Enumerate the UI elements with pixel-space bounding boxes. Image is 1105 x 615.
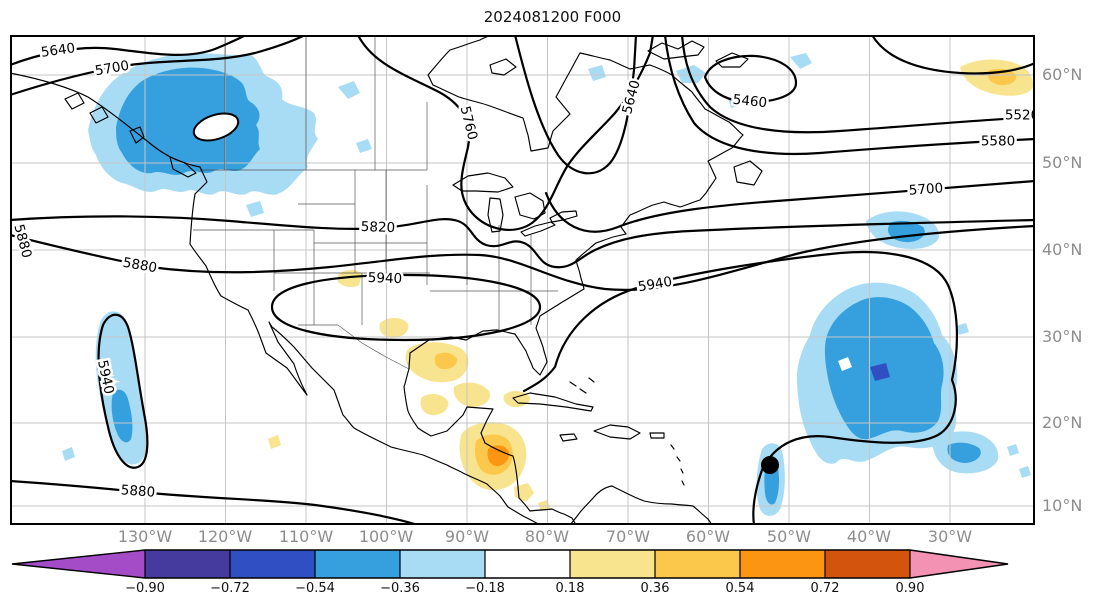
lat-tick-label: 40°N bbox=[1042, 240, 1083, 259]
great-lakes bbox=[452, 172, 578, 237]
colorbar-under-arrow bbox=[12, 550, 145, 578]
newfoundland-island bbox=[733, 160, 763, 186]
lat-tick-label: 20°N bbox=[1042, 413, 1083, 432]
page-title: 2024081200 F000 bbox=[483, 8, 622, 26]
colorbar-tick-label: 0.36 bbox=[640, 581, 670, 596]
colorbar-segment bbox=[400, 550, 485, 578]
south-america-coast bbox=[569, 485, 713, 525]
lon-tick-label: 40°W bbox=[846, 527, 892, 546]
contour-5640-northwest bbox=[10, 35, 248, 67]
colorbar bbox=[11, 549, 1009, 579]
colorbar-segment bbox=[230, 550, 315, 578]
coastlines bbox=[10, 35, 763, 525]
lon-tick-label: 130°W bbox=[117, 527, 173, 546]
shading-negative-light-group bbox=[62, 53, 1031, 516]
lon-tick-label: 100°W bbox=[358, 527, 414, 546]
contour-label: 5700 bbox=[908, 180, 943, 198]
orange-shading-core bbox=[487, 445, 509, 467]
colorbar-segment bbox=[485, 550, 570, 578]
contour-label: 5880 bbox=[120, 482, 155, 500]
caribbean-islands bbox=[512, 377, 685, 486]
colorbar-over-arrow bbox=[910, 550, 1008, 578]
shading-positive-group bbox=[268, 59, 1034, 512]
lon-tick-label: 60°W bbox=[685, 527, 731, 546]
contour-5880-north bbox=[10, 224, 1035, 291]
map-frame bbox=[10, 35, 1035, 525]
islands-northwest bbox=[64, 92, 197, 178]
contour-label: 5520 bbox=[1005, 108, 1035, 124]
colorbar-segment bbox=[825, 550, 910, 578]
contour-northeast-corner bbox=[870, 35, 1035, 75]
colorbar-tick-label: −0.54 bbox=[295, 581, 335, 596]
atlantic-coastline bbox=[403, 35, 744, 437]
colorbar-segment bbox=[315, 550, 400, 578]
colorbar-segment bbox=[145, 550, 230, 578]
lon-tick-label: 80°W bbox=[524, 527, 570, 546]
colorbar-tick-label: 0.54 bbox=[725, 581, 755, 596]
contour-5760-trough bbox=[356, 35, 655, 231]
colorbar-dividers bbox=[144, 550, 911, 578]
contour-5700-east bbox=[544, 179, 1035, 233]
lon-tick-label: 50°W bbox=[766, 527, 812, 546]
contour-5640-inner-v bbox=[513, 35, 638, 175]
lon-tick-label: 30°W bbox=[927, 527, 973, 546]
medium-blue-shading bbox=[111, 67, 981, 505]
contour-5460-closed-low bbox=[703, 54, 798, 104]
contour-label: 5820 bbox=[361, 219, 396, 236]
colorbar-segment bbox=[570, 550, 655, 578]
white-hole-atlantic bbox=[838, 357, 852, 371]
colorbar-outline bbox=[11, 549, 1009, 579]
contour-5580 bbox=[663, 35, 1035, 156]
contour-5880-south bbox=[10, 479, 420, 525]
contour-5520 bbox=[680, 35, 1035, 134]
lon-tick-label: 70°W bbox=[605, 527, 651, 546]
state-borders bbox=[193, 35, 558, 370]
colorbar-segment bbox=[655, 550, 740, 578]
lon-tick-label: 110°W bbox=[278, 527, 334, 546]
light-yellow-shading bbox=[268, 59, 1034, 512]
contour-label: 5580 bbox=[981, 134, 1015, 150]
contour-5940-atlantic bbox=[522, 250, 959, 525]
height-contours bbox=[10, 35, 1035, 525]
lon-tick-label: 120°W bbox=[197, 527, 253, 546]
black-dot-marker bbox=[761, 456, 779, 474]
lat-tick-label: 60°N bbox=[1042, 65, 1083, 84]
map-canvas: 5640 5700 5760 5640 5460 5520 5580 5700 … bbox=[10, 35, 1035, 525]
closed-contour-eye bbox=[192, 112, 240, 142]
lat-tick-label: 30°N bbox=[1042, 327, 1083, 346]
graticule-gridlines bbox=[10, 35, 1035, 525]
pacific-coastline bbox=[10, 72, 541, 525]
lon-tick-label: 90°W bbox=[444, 527, 490, 546]
contour-label: 5940 bbox=[368, 270, 403, 287]
light-blue-shading bbox=[62, 53, 1031, 516]
contour-5700-northwest bbox=[10, 35, 307, 97]
colorbar-tick-label: −0.18 bbox=[465, 581, 505, 596]
colorbar-tick-label: −0.72 bbox=[210, 581, 250, 596]
colorbar-segment bbox=[740, 550, 825, 578]
colorbar-tick-label: 0.90 bbox=[895, 581, 925, 596]
central-america-caribbean-coast bbox=[480, 432, 577, 525]
colorbar-tick-label: −0.36 bbox=[380, 581, 420, 596]
contour-5940-texas-closed bbox=[270, 273, 542, 342]
contour-5940-baja-closed bbox=[97, 313, 149, 469]
colorbar-tick-label: 0.18 bbox=[555, 581, 585, 596]
colorbar-tick-label: 0.72 bbox=[810, 581, 840, 596]
contour-5820 bbox=[10, 215, 1035, 269]
lat-tick-label: 10°N bbox=[1042, 496, 1083, 515]
dark-blue-shading-spot bbox=[870, 363, 890, 381]
colorbar-tick-label: −0.90 bbox=[125, 581, 165, 596]
lat-tick-label: 50°N bbox=[1042, 153, 1083, 172]
